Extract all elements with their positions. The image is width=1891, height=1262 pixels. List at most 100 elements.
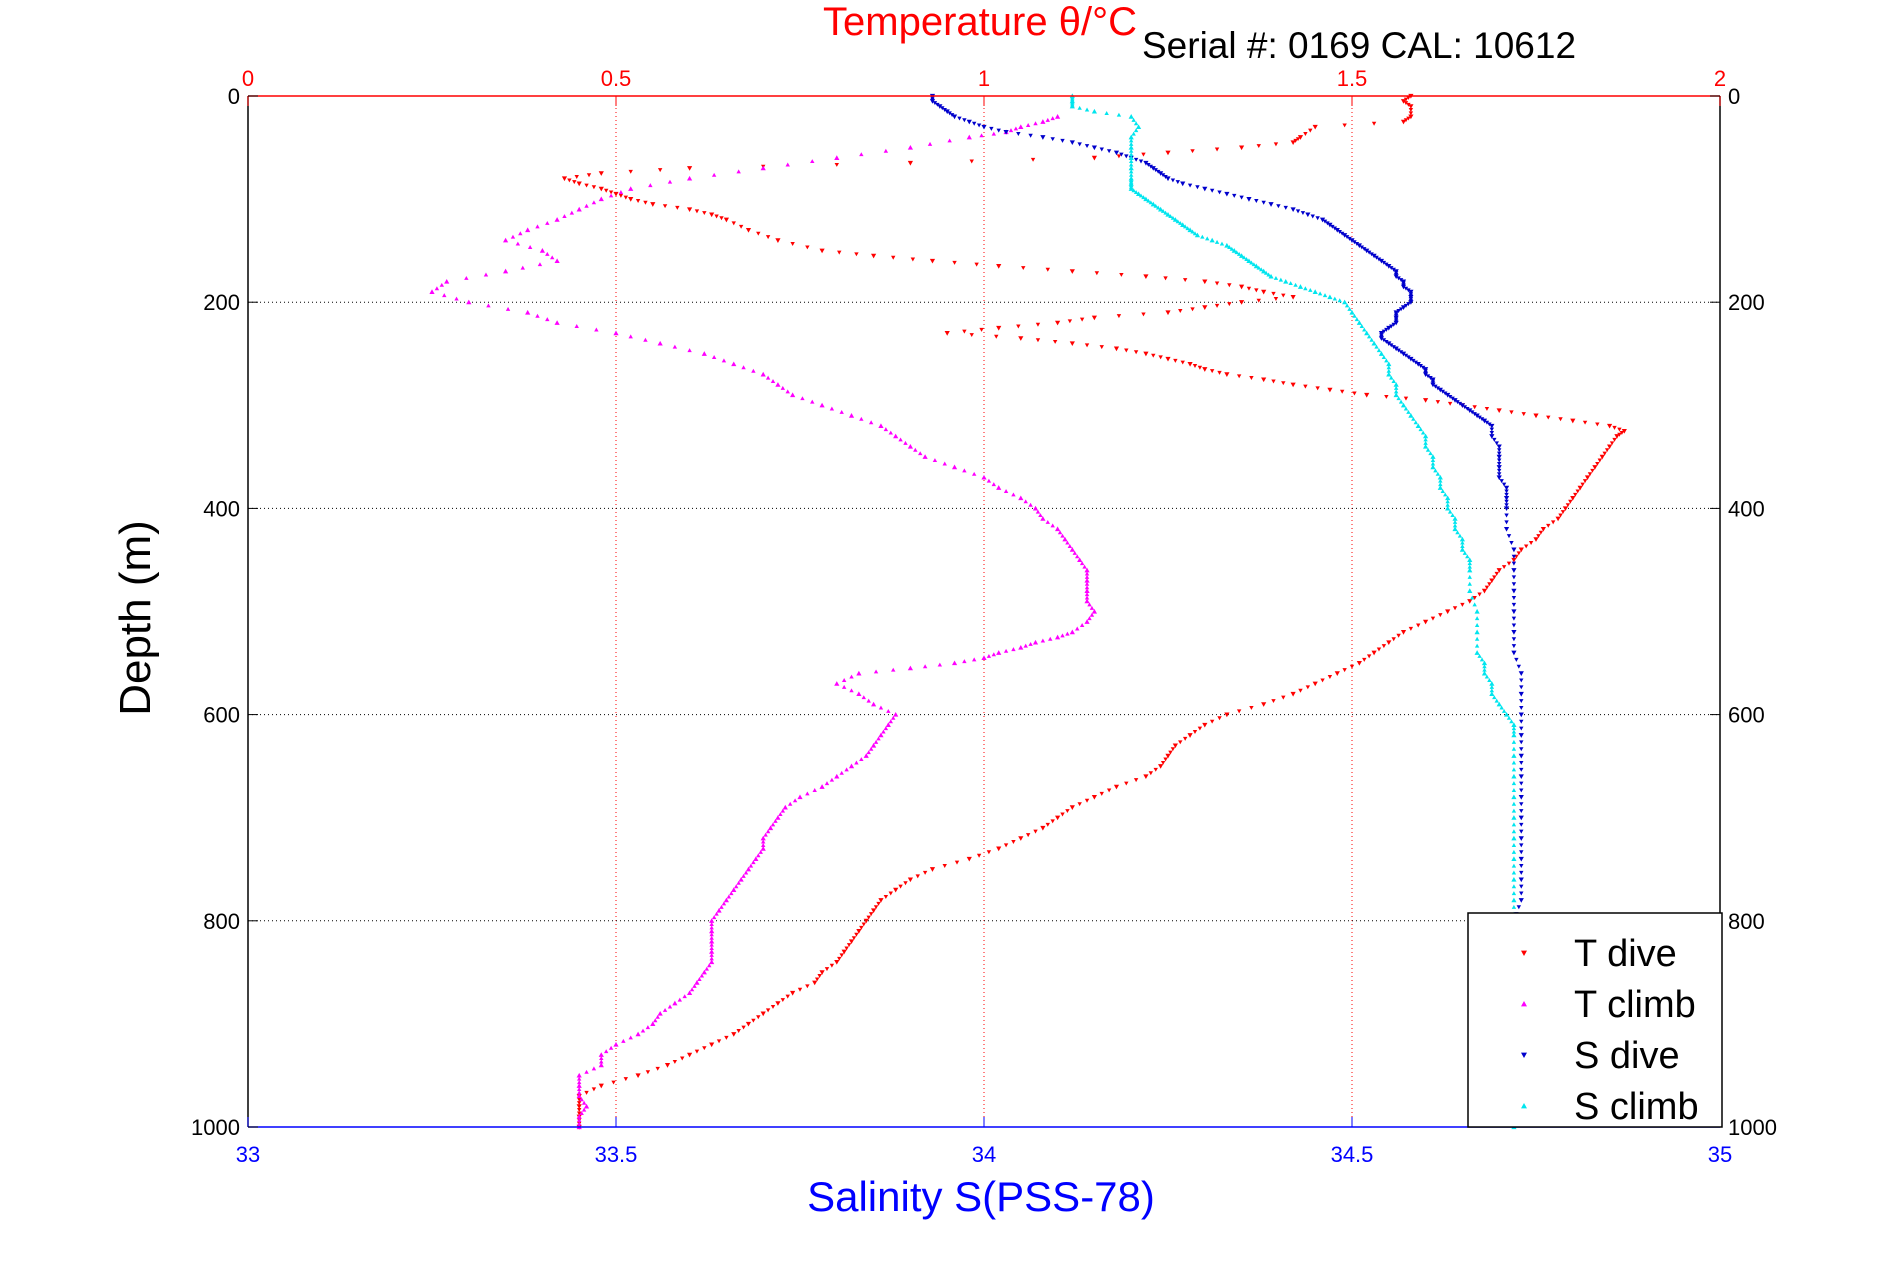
- data-point: [1504, 492, 1509, 497]
- data-point: [918, 451, 923, 456]
- data-point: [613, 191, 619, 197]
- data-point: [1519, 726, 1524, 731]
- data-point: [1376, 348, 1382, 353]
- data-point: [439, 282, 445, 287]
- data-point: [962, 329, 967, 334]
- data-point: [1256, 144, 1261, 149]
- data-point: [1197, 726, 1203, 731]
- data-point: [1239, 300, 1245, 305]
- data-point: [598, 186, 604, 192]
- data-point: [1452, 523, 1458, 528]
- data-point: [1609, 441, 1615, 446]
- data-point: [598, 1062, 604, 1068]
- right-tick-label: 1000: [1728, 1115, 1777, 1140]
- data-point: [576, 1072, 582, 1078]
- data-point: [1465, 406, 1470, 411]
- data-point: [1153, 767, 1158, 772]
- data-point: [655, 1066, 660, 1071]
- data-point: [1099, 791, 1104, 796]
- data-point: [1411, 358, 1416, 363]
- data-point: [952, 260, 957, 265]
- data-point: [1347, 306, 1352, 311]
- data-point: [599, 1059, 604, 1064]
- data-point: [770, 822, 776, 827]
- data-point: [1060, 533, 1065, 538]
- data-point: [1224, 372, 1230, 377]
- data-point: [932, 101, 938, 106]
- data-point: [1131, 131, 1136, 136]
- data-point: [1246, 258, 1252, 264]
- data-point: [907, 665, 913, 671]
- data-point: [881, 729, 886, 734]
- data-point: [1400, 284, 1407, 290]
- data-point: [1158, 355, 1163, 360]
- data-point: [1087, 616, 1092, 621]
- data-point: [1366, 250, 1372, 255]
- data-point: [748, 863, 754, 868]
- data-point: [947, 111, 952, 116]
- data-point: [1172, 743, 1178, 749]
- data-point: [1224, 191, 1230, 197]
- data-point: [996, 846, 1002, 852]
- data-point: [1396, 348, 1401, 353]
- data-point: [1487, 678, 1492, 682]
- data-point: [680, 1056, 685, 1061]
- data-point: [1356, 320, 1362, 325]
- data-point: [707, 963, 712, 968]
- data-point: [1236, 709, 1242, 714]
- data-point: [1308, 128, 1313, 133]
- data-point: [1519, 719, 1524, 724]
- data-point: [1511, 739, 1517, 744]
- data-point: [1499, 705, 1504, 710]
- data-point: [1268, 202, 1274, 207]
- data-point: [883, 726, 889, 731]
- data-point: [1438, 613, 1443, 618]
- data-point: [1511, 884, 1517, 889]
- data-point: [1094, 271, 1100, 276]
- data-point: [1364, 248, 1370, 254]
- data-point: [1430, 458, 1436, 463]
- legend-marker: [1521, 1103, 1527, 1109]
- data-point: [1249, 376, 1254, 381]
- data-point: [898, 437, 903, 442]
- data-point: [1555, 516, 1561, 522]
- data-point: [1617, 432, 1622, 437]
- data-point: [1038, 513, 1043, 518]
- data-point: [702, 1046, 707, 1051]
- data-point: [1467, 408, 1473, 414]
- data-point: [1511, 870, 1517, 875]
- data-point: [1509, 410, 1514, 415]
- data-point: [1239, 284, 1245, 290]
- data-point: [971, 121, 977, 126]
- data-point: [594, 327, 599, 332]
- data-point: [1447, 394, 1453, 399]
- data-point: [711, 915, 717, 920]
- data-point: [1386, 325, 1392, 331]
- data-point: [1496, 568, 1502, 573]
- data-point: [711, 172, 717, 177]
- data-point: [756, 231, 761, 236]
- data-point: [1305, 212, 1311, 218]
- data-point: [1271, 379, 1276, 384]
- data-point: [745, 227, 752, 233]
- data-point: [1521, 412, 1526, 417]
- data-point: [883, 427, 889, 432]
- data-point: [780, 998, 786, 1003]
- data-point: [1546, 415, 1551, 420]
- data-point: [1423, 440, 1428, 445]
- data-point: [1430, 454, 1436, 459]
- data-point: [1011, 492, 1016, 497]
- data-point: [859, 757, 864, 762]
- data-point: [1501, 708, 1507, 713]
- data-point: [1411, 416, 1416, 421]
- data-point: [1133, 121, 1139, 126]
- data-point: [1391, 637, 1396, 642]
- data-point: [1487, 582, 1492, 587]
- data-point: [535, 313, 540, 318]
- data-point: [1349, 664, 1355, 669]
- data-point: [1511, 609, 1517, 615]
- data-point: [1462, 550, 1468, 555]
- data-point: [1229, 246, 1234, 251]
- data-point: [1143, 774, 1149, 780]
- data-point: [1232, 193, 1237, 198]
